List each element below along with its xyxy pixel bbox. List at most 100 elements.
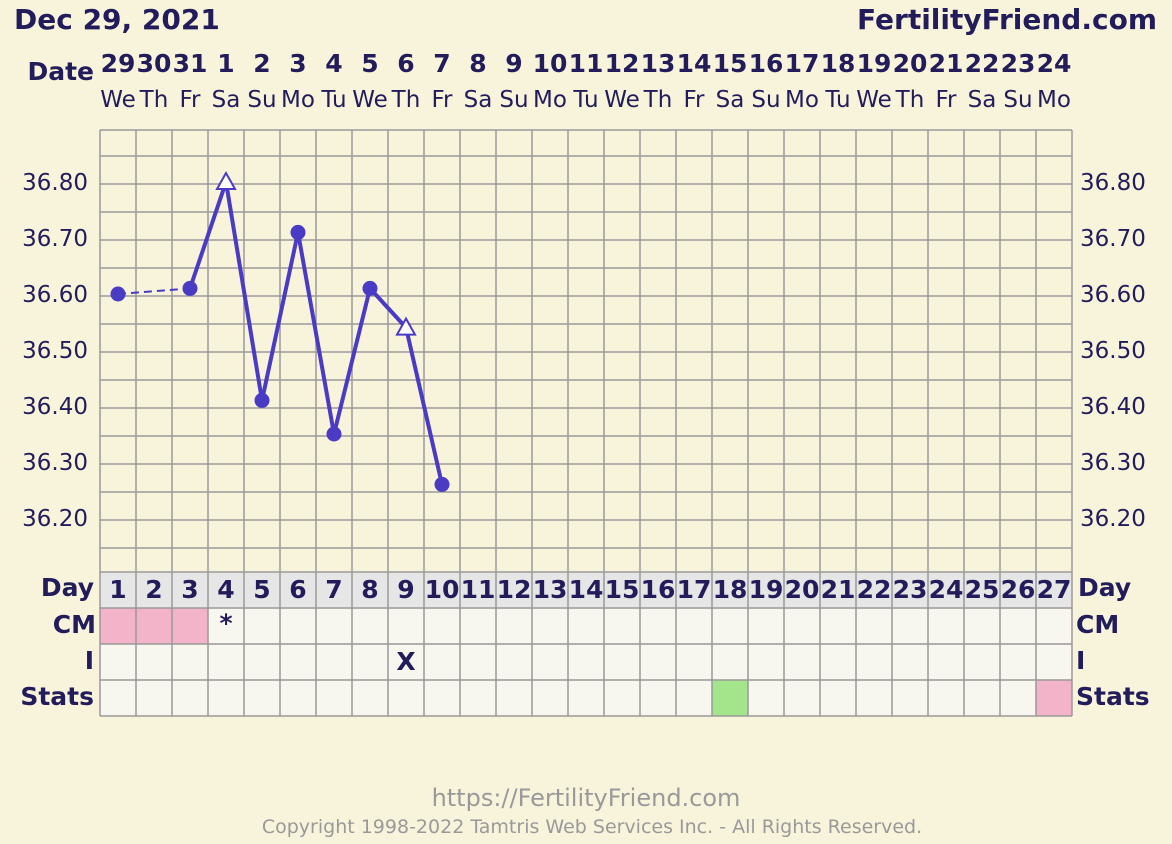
day-cell — [352, 572, 388, 608]
stats-cell — [316, 680, 352, 716]
weekday-label: Fr — [683, 87, 705, 113]
intercourse-cell — [280, 644, 316, 680]
intercourse-cell — [172, 644, 208, 680]
intercourse-cell — [460, 644, 496, 680]
weekday-label: Su — [247, 87, 276, 113]
temperature-line — [117, 181, 444, 485]
intercourse-cell — [316, 644, 352, 680]
weekday-label: Th — [139, 87, 169, 113]
y-tick-label-left: 36.80 — [22, 170, 88, 196]
cycle-day-number: 1 — [109, 575, 126, 604]
temperature-grid — [99, 129, 1073, 717]
temperature-points — [110, 170, 450, 492]
date-label: 24 — [1037, 49, 1072, 78]
date-label: 6 — [397, 49, 414, 78]
cm-cell — [172, 608, 208, 644]
cm-cell — [892, 608, 928, 644]
temp-segment — [332, 287, 372, 435]
cm-cell — [784, 608, 820, 644]
intercourse-cell — [136, 644, 172, 680]
stats-cell — [964, 680, 1000, 716]
date-label: 23 — [1001, 49, 1036, 78]
intercourse-cell — [244, 644, 280, 680]
weekday-label: We — [352, 87, 388, 113]
date-label: 21 — [929, 49, 964, 78]
cm-mark: * — [219, 609, 232, 638]
intercourse-cell — [892, 644, 928, 680]
weekday-label: Th — [643, 87, 673, 113]
temp-segment — [296, 232, 336, 435]
footer-copyright: Copyright 1998-2022 Tamtris Web Services… — [262, 816, 922, 838]
cycle-day-number: 17 — [677, 575, 712, 604]
cm-cell — [1036, 608, 1072, 644]
cm-cell — [424, 608, 460, 644]
day-row-label-right: Day — [1078, 573, 1131, 602]
day-cell — [820, 572, 856, 608]
temp-point — [290, 224, 306, 240]
cycle-day-number: 23 — [893, 575, 928, 604]
stats-cell — [388, 680, 424, 716]
stats-cell — [532, 680, 568, 716]
stats-cell — [1036, 680, 1072, 716]
day-cell — [316, 572, 352, 608]
y-tick-label-left: 36.60 — [22, 282, 88, 308]
stats-cell — [640, 680, 676, 716]
date-header-row: 29 30 31 1 2 3 4 5 6 7 8 9 10 11 12 13 14 15 16 17 18 19 20 21 2… — [101, 49, 1072, 78]
cycle-day-number: 15 — [605, 575, 640, 604]
temp-point — [182, 280, 198, 296]
date-label: 13 — [641, 49, 676, 78]
stats-cell — [172, 680, 208, 716]
cycle-day-number: 10 — [425, 575, 460, 604]
temp-point — [326, 426, 342, 442]
cycle-day-number: 4 — [217, 575, 234, 604]
cm-cell — [712, 608, 748, 644]
cycle-day-number: 11 — [461, 575, 496, 604]
date-label: 14 — [677, 49, 712, 78]
stats-cell — [604, 680, 640, 716]
date-label: 15 — [713, 49, 748, 78]
intercourse-cell — [496, 644, 532, 680]
y-tick-label-left: 36.70 — [22, 226, 88, 252]
cm-cell — [676, 608, 712, 644]
weekday-label: We — [856, 87, 892, 113]
stats-cell — [460, 680, 496, 716]
y-tick-label-right: 36.70 — [1080, 226, 1146, 252]
date-label: 4 — [325, 49, 342, 78]
weekday-label: Sa — [464, 87, 493, 113]
cm-cell — [388, 608, 424, 644]
weekday-label: Mo — [281, 87, 315, 113]
stats-row-label-left: Stats — [20, 682, 94, 711]
day-row-label-left: Day — [41, 573, 94, 602]
y-tick-label-left: 36.40 — [22, 394, 88, 420]
stats-cell — [712, 680, 748, 716]
temp-segment — [260, 231, 300, 401]
temp-point — [362, 280, 378, 296]
stats-cell — [784, 680, 820, 716]
temp-segment — [368, 287, 408, 329]
lower-rows-cells — [100, 572, 1072, 716]
stats-cell — [136, 680, 172, 716]
date-label: 10 — [533, 49, 568, 78]
i-row-label-right: I — [1076, 646, 1085, 675]
intercourse-cell — [568, 644, 604, 680]
y-tick-label-right: 36.50 — [1080, 338, 1146, 364]
date-label: 9 — [505, 49, 522, 78]
temp-segment — [188, 181, 228, 290]
day-cell — [172, 572, 208, 608]
day-cell — [748, 572, 784, 608]
temp-point — [254, 392, 270, 408]
date-label: 2 — [253, 49, 270, 78]
cm-cell — [460, 608, 496, 644]
intercourse-cell — [1000, 644, 1036, 680]
date-label: 20 — [893, 49, 928, 78]
date-label: 18 — [821, 49, 856, 78]
temp-segment-dashed — [117, 287, 191, 295]
brand-name: FertilityFriend.com — [857, 3, 1157, 36]
temp-segment — [224, 181, 264, 401]
stats-cell — [352, 680, 388, 716]
cm-cell — [748, 608, 784, 644]
intercourse-cell — [208, 644, 244, 680]
cm-cell — [352, 608, 388, 644]
cycle-day-number: 14 — [569, 575, 604, 604]
weekday-label: Mo — [1037, 87, 1071, 113]
